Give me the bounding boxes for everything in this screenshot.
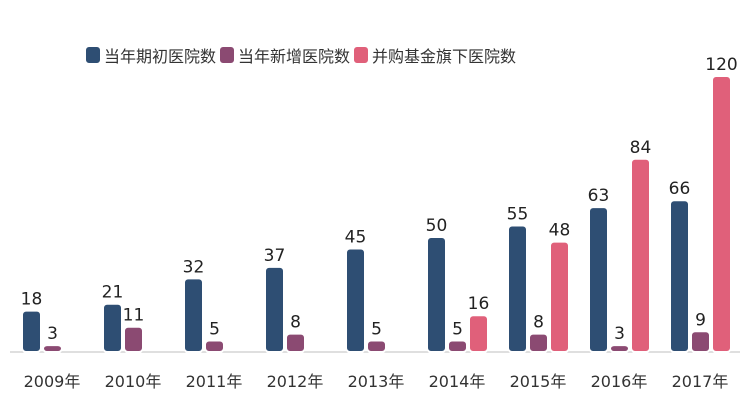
bar-s2-7 bbox=[630, 157, 651, 353]
bar-s2-8 bbox=[711, 75, 732, 353]
data-label-s1-3: 8 bbox=[290, 313, 301, 333]
data-label-s2-8: 120 bbox=[705, 55, 737, 75]
bar-s0-3 bbox=[264, 265, 285, 353]
bar-s1-1 bbox=[123, 325, 144, 354]
x-tick-label-8: 2017年 bbox=[672, 372, 729, 391]
x-tick-label-1: 2010年 bbox=[105, 372, 162, 391]
x-tick-label-6: 2015年 bbox=[510, 372, 567, 391]
bar-s1-3 bbox=[285, 332, 306, 354]
data-label-s1-0: 3 bbox=[47, 324, 58, 344]
x-tick-label-2: 2011年 bbox=[186, 372, 243, 391]
legend: 当年期初医院数 当年新增医院数 并购基金旗下医院数 bbox=[86, 43, 520, 67]
x-tick-label-0: 2009年 bbox=[24, 372, 81, 391]
data-label-s1-8: 9 bbox=[695, 310, 706, 330]
bar-s1-7 bbox=[609, 344, 630, 354]
bar-s0-0 bbox=[21, 309, 42, 354]
bar-s1-8 bbox=[690, 330, 711, 353]
bar-s0-1 bbox=[102, 302, 123, 354]
bar-s2-6 bbox=[549, 240, 570, 354]
bar-s1-2 bbox=[204, 339, 225, 353]
data-label-s1-5: 5 bbox=[452, 320, 463, 340]
legend-item-opening-hospitals: 当年期初医院数 bbox=[86, 43, 216, 67]
bar-s0-5 bbox=[426, 236, 447, 353]
data-label-s1-7: 3 bbox=[614, 324, 625, 344]
legend-item-fund-hospitals: 并购基金旗下医院数 bbox=[354, 43, 516, 67]
legend-swatch-fund bbox=[354, 47, 369, 63]
data-label-s2-5: 16 bbox=[468, 294, 490, 314]
bar-s2-5 bbox=[468, 314, 489, 354]
data-label-s0-6: 55 bbox=[507, 205, 529, 225]
legend-label-fund: 并购基金旗下医院数 bbox=[372, 47, 517, 66]
bar-s0-2 bbox=[183, 277, 204, 353]
data-label-s0-0: 18 bbox=[21, 290, 43, 310]
bar-s0-8 bbox=[669, 199, 690, 353]
bar-s0-7 bbox=[588, 206, 609, 353]
x-tick-label-4: 2013年 bbox=[348, 372, 405, 391]
bar-s1-0 bbox=[42, 344, 63, 354]
data-label-s0-3: 37 bbox=[264, 246, 286, 266]
x-tick-label-5: 2014年 bbox=[429, 372, 486, 391]
x-tick-label-7: 2016年 bbox=[591, 372, 648, 391]
legend-label-opening: 当年期初医院数 bbox=[104, 47, 217, 66]
data-label-s1-1: 11 bbox=[123, 306, 145, 326]
x-tick-label-3: 2012年 bbox=[267, 372, 324, 391]
bar-s0-4 bbox=[345, 247, 366, 353]
legend-item-new-hospitals: 当年新增医院数 bbox=[220, 43, 350, 67]
data-label-s1-2: 5 bbox=[209, 320, 220, 340]
data-label-s2-7: 84 bbox=[630, 138, 652, 158]
data-label-s0-2: 32 bbox=[183, 257, 205, 277]
legend-label-new: 当年新增医院数 bbox=[238, 47, 351, 66]
bar-s1-4 bbox=[366, 339, 387, 353]
data-label-s0-1: 21 bbox=[102, 283, 124, 303]
data-label-s1-6: 8 bbox=[533, 313, 544, 333]
data-label-s2-6: 48 bbox=[549, 221, 571, 241]
legend-swatch-opening bbox=[86, 47, 100, 63]
data-label-s0-5: 50 bbox=[426, 216, 448, 236]
bar-s1-6 bbox=[528, 332, 549, 354]
data-label-s0-8: 66 bbox=[669, 179, 691, 199]
data-label-s0-4: 45 bbox=[345, 228, 367, 248]
data-label-s1-4: 5 bbox=[371, 320, 382, 340]
legend-swatch-new bbox=[220, 47, 235, 63]
data-label-s0-7: 63 bbox=[588, 186, 610, 206]
bar-s0-6 bbox=[507, 224, 528, 353]
bar-s1-5 bbox=[447, 339, 468, 353]
